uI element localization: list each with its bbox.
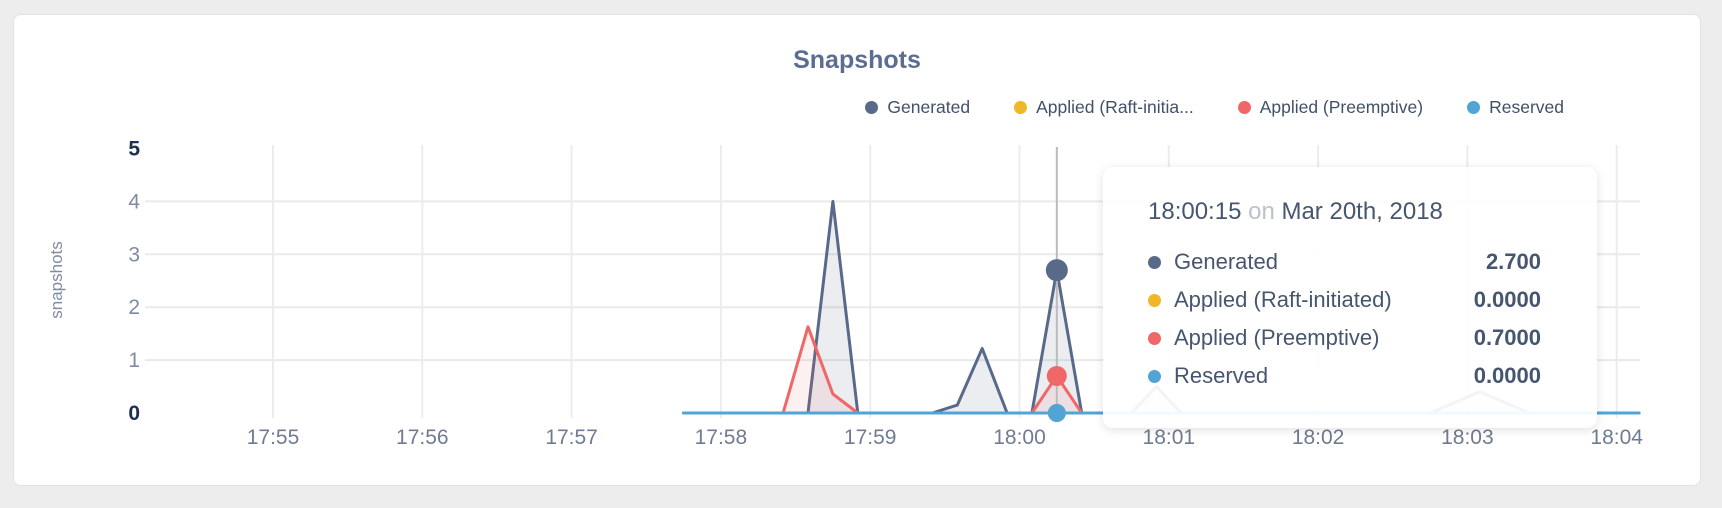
tooltip-label-applied-raft-initiated: Applied (Raft-initiated) — [1174, 287, 1392, 312]
svg-text:17:59: 17:59 — [844, 426, 897, 449]
hover-dot-generated — [1045, 259, 1068, 282]
svg-text:17:56: 17:56 — [396, 426, 449, 449]
tooltip-value-applied-raft-initiated: 0.0000 — [1473, 287, 1541, 312]
hover-dot-reserved — [1047, 404, 1066, 422]
legend-dot-applied-raft-initiated-icon — [1014, 101, 1028, 114]
tooltip-row-applied-preemptive: Applied (Preemptive) 0.7000 — [1148, 319, 1541, 357]
legend-label-applied-raft-initiated: Applied (Raft-initia... — [1036, 97, 1194, 117]
tooltip-rows: Generated 2.700 Applied (Raft-initiated)… — [1148, 243, 1541, 395]
svg-text:1: 1 — [128, 349, 140, 372]
svg-text:18:04: 18:04 — [1590, 426, 1643, 449]
y-axis-tick-labels: 0 1 2 3 4 5 — [128, 138, 140, 426]
svg-text:0: 0 — [128, 402, 140, 425]
tooltip-dot-applied-preemptive-icon — [1148, 331, 1161, 345]
svg-text:17:58: 17:58 — [695, 426, 748, 449]
tooltip-row-generated: Generated 2.700 — [1148, 243, 1541, 281]
tooltip-dot-generated-icon — [1148, 255, 1161, 269]
tooltip-label-generated: Generated — [1174, 249, 1278, 274]
tooltip-dot-applied-raft-initiated-icon — [1148, 293, 1161, 307]
svg-text:2: 2 — [128, 296, 140, 319]
legend-dot-reserved-icon — [1467, 101, 1481, 114]
svg-text:18:00: 18:00 — [993, 426, 1046, 449]
tooltip-row-applied-raft-initiated: Applied (Raft-initiated) 0.0000 — [1148, 281, 1541, 319]
tooltip-row-reserved: Reserved 0.0000 — [1148, 357, 1541, 395]
tooltip-value-reserved: 0.0000 — [1473, 363, 1541, 388]
tooltip-header: 18:00:15 on Mar 20th, 2018 — [1148, 197, 1541, 227]
svg-text:17:55: 17:55 — [247, 426, 300, 449]
tooltip-time: 18:00:15 — [1148, 198, 1242, 225]
legend-label-applied-preemptive: Applied (Preemptive) — [1259, 97, 1424, 117]
chart-legend: Generated Applied (Raft-initia... Applie… — [865, 97, 1564, 118]
chart-title: Snapshots — [793, 46, 921, 74]
tooltip-on-word: on — [1248, 198, 1275, 225]
tooltip-label-applied-preemptive: Applied (Preemptive) — [1174, 325, 1380, 350]
legend-label-reserved: Reserved — [1489, 97, 1564, 117]
x-axis-tick-labels: 17:55 17:56 17:57 17:58 17:59 18:00 18:01 18:02… — [247, 426, 1644, 449]
svg-text:3: 3 — [128, 243, 140, 266]
tooltip-value-generated: 2.700 — [1485, 249, 1541, 274]
tooltip-label-reserved: Reserved — [1174, 363, 1269, 388]
svg-text:17:57: 17:57 — [545, 426, 598, 449]
svg-text:18:03: 18:03 — [1441, 426, 1494, 449]
chart-tooltip: 18:00:15 on Mar 20th, 2018 Generated 2.7… — [1103, 167, 1597, 428]
hover-dot-applied-preemptive — [1046, 365, 1067, 386]
legend-dot-applied-preemptive-icon — [1237, 101, 1251, 114]
legend-label-generated: Generated — [887, 97, 971, 117]
legend-item-reserved[interactable]: Reserved — [1467, 97, 1564, 118]
svg-text:5: 5 — [128, 138, 140, 161]
tooltip-value-applied-preemptive: 0.7000 — [1473, 325, 1541, 350]
svg-text:18:01: 18:01 — [1143, 426, 1196, 449]
legend-item-applied-raft-initiated[interactable]: Applied (Raft-initia... — [1014, 97, 1194, 118]
tooltip-dot-reserved-icon — [1148, 369, 1161, 383]
legend-item-generated[interactable]: Generated — [865, 97, 970, 118]
legend-dot-generated-icon — [865, 101, 879, 114]
svg-text:18:02: 18:02 — [1292, 426, 1345, 449]
legend-item-applied-preemptive[interactable]: Applied (Preemptive) — [1237, 97, 1424, 118]
svg-text:4: 4 — [128, 190, 140, 213]
tooltip-date: Mar 20th, 2018 — [1281, 198, 1443, 225]
